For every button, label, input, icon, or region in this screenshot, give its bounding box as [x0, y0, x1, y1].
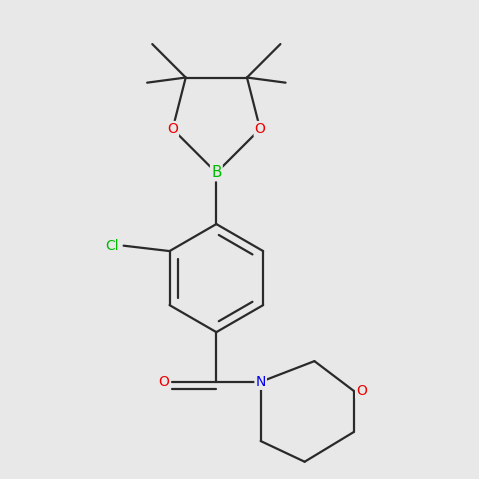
Text: O: O [356, 384, 367, 398]
Text: N: N [255, 375, 266, 389]
Text: O: O [167, 122, 178, 136]
Text: O: O [255, 122, 265, 136]
Text: B: B [211, 165, 222, 180]
Text: Cl: Cl [105, 239, 118, 253]
Text: O: O [159, 375, 170, 389]
